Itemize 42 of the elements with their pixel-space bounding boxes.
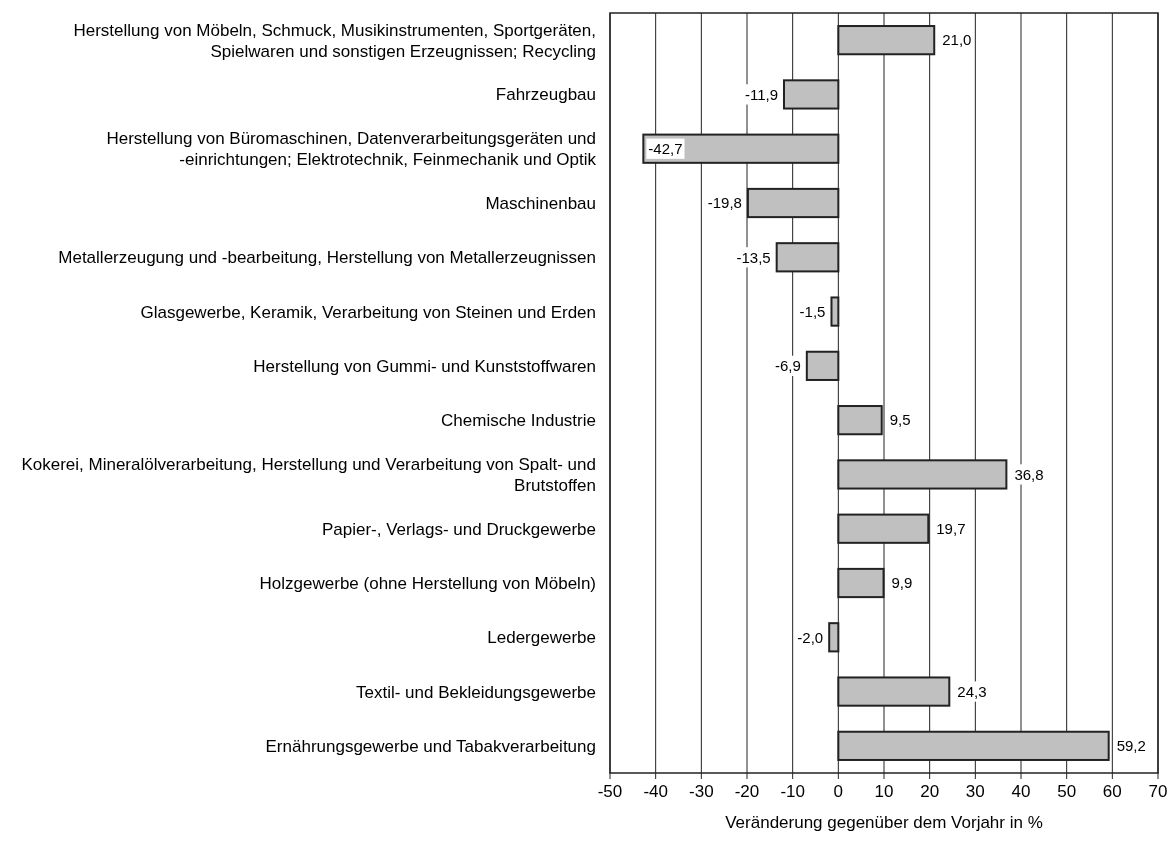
x-tick-label: 60 (1102, 782, 1122, 801)
y-tick-label: Maschinenbau (485, 193, 596, 213)
y-tick-label: Ledergewerbe (487, 628, 596, 648)
x-tick-label: 30 (965, 782, 985, 801)
data-label: 59,2 (1116, 737, 1146, 755)
data-label: 24,3 (957, 682, 987, 700)
y-tick-label: Chemische Industrie (441, 411, 596, 431)
y-tick-label: Metallerzeugung und -bearbeitung, Herstellung von Metallerzeugnissen (58, 248, 596, 268)
x-tick-label: -50 (597, 782, 623, 801)
data-label: -13,5 (736, 248, 771, 266)
x-tick-label: 70 (1148, 782, 1168, 801)
y-tick-label: Holzgewerbe (ohne Herstellung von Möbeln) (259, 573, 596, 593)
data-label: -2,0 (797, 628, 824, 646)
y-tick-label: Fahrzeugbau (495, 85, 596, 105)
data-label: -11,9 (744, 85, 778, 103)
data-label: 9,9 (891, 574, 913, 592)
x-tick-label: 10 (874, 782, 894, 801)
y-tick-label: Glasgewerbe, Keramik, Verarbeitung von Steinen und Erden (140, 302, 596, 322)
x-tick-label: 50 (1057, 782, 1077, 801)
data-label: -19,8 (707, 194, 742, 212)
y-tick-label: Kokerei, Mineralölverarbeitung, Herstellung und Verarbeitung von Spalt- und Brutstoffen (21, 454, 596, 495)
data-label: 9,5 (889, 411, 911, 429)
data-label: 21,0 (942, 31, 972, 49)
x-tick-label: -10 (780, 782, 805, 801)
x-tick-label: 20 (920, 782, 940, 801)
data-label: 19,7 (936, 519, 966, 537)
data-label: 36,8 (1014, 465, 1044, 483)
x-tick-label: 40 (1011, 782, 1031, 801)
x-tick-label: -30 (689, 782, 714, 801)
x-tick-label: -20 (734, 782, 760, 801)
data-label: -6,9 (774, 357, 801, 375)
x-tick-label: 0 (833, 782, 844, 801)
y-tick-label: Herstellung von Gummi- und Kunststoffwaren (253, 356, 596, 376)
x-tick-label: -40 (643, 782, 668, 801)
data-label: -42,7 (648, 139, 683, 157)
y-tick-label: Textil- und Bekleidungsgewerbe (355, 682, 596, 702)
y-tick-label: Herstellung von Büromaschinen, Datenverarbeitungsgeräten und -einrichtungen; Elektrotechnik, Feinmechanik und Optik (106, 129, 597, 170)
y-tick-label: Ernährungsgewerbe und Tabakverarbeitung (265, 736, 596, 756)
x-axis-title: Veränderung gegenüber dem Vorjahr in % (725, 813, 1043, 832)
y-tick-label: Herstellung von Möbeln, Schmuck, Musikinstrumenten, Sportgeräten, Spielwaren und sonstigen Erzeugnissen; Recycling (73, 20, 596, 61)
y-tick-label: Papier-, Verlags- und Druckgewerbe (321, 519, 596, 539)
data-label: -1,5 (799, 302, 826, 320)
